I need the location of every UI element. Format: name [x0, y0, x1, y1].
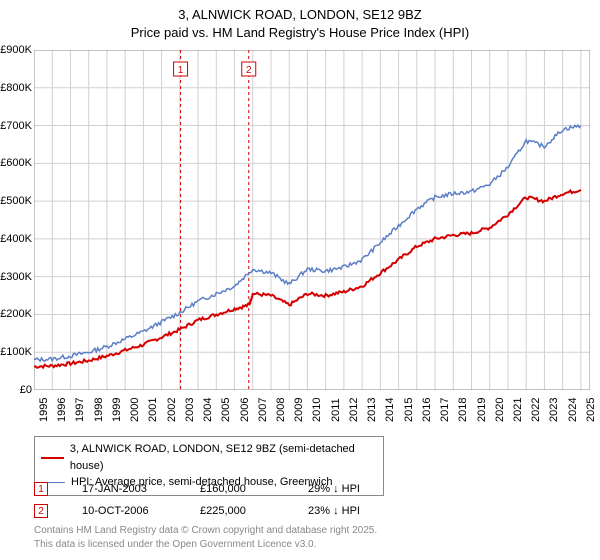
marker-price: £160,000 — [200, 483, 280, 495]
title-line-1: 3, ALNWICK ROAD, LONDON, SE12 9BZ — [0, 6, 600, 24]
y-axis-ticks: £0£100K£200K£300K£400K£500K£600K£700K£80… — [0, 50, 34, 390]
y-tick-label: £400K — [0, 233, 32, 245]
x-tick-label: 2016 — [421, 398, 433, 422]
x-tick-label: 2001 — [147, 398, 159, 422]
chart-title: 3, ALNWICK ROAD, LONDON, SE12 9BZ Price … — [0, 0, 600, 41]
svg-text:2: 2 — [246, 65, 252, 76]
legend-item-property: 3, ALNWICK ROAD, LONDON, SE12 9BZ (semi-… — [41, 441, 377, 474]
x-tick-label: 2023 — [548, 398, 560, 422]
legend-swatch-property — [41, 457, 64, 459]
x-tick-label: 2021 — [512, 398, 524, 422]
y-tick-label: £800K — [0, 82, 32, 94]
y-tick-label: £600K — [0, 157, 32, 169]
x-tick-label: 2010 — [311, 398, 323, 422]
x-tick-label: 2015 — [403, 398, 415, 422]
x-tick-label: 2012 — [348, 398, 360, 422]
marker-row: 2 10-OCT-2006 £225,000 23% ↓ HPI — [34, 500, 408, 522]
x-tick-label: 1995 — [38, 398, 50, 422]
footer-line-1: Contains HM Land Registry data © Crown c… — [34, 524, 377, 538]
x-tick-label: 2019 — [476, 398, 488, 422]
marker-date: 10-OCT-2006 — [82, 505, 172, 517]
y-tick-label: £700K — [0, 120, 32, 132]
x-tick-label: 2000 — [129, 398, 141, 422]
x-tick-label: 2003 — [184, 398, 196, 422]
x-tick-label: 1999 — [111, 398, 123, 422]
x-tick-label: 2009 — [293, 398, 305, 422]
x-tick-label: 2014 — [384, 398, 396, 422]
x-tick-label: 2020 — [494, 398, 506, 422]
svg-text:1: 1 — [178, 65, 184, 76]
x-axis-ticks: 1995 1996 1997 1998 1999 2000 2001 2002 2003 2004… — [34, 392, 590, 432]
footer-attribution: Contains HM Land Registry data © Crown c… — [34, 524, 377, 551]
y-tick-label: £200K — [0, 308, 32, 320]
marker-delta: 29% ↓ HPI — [308, 483, 408, 495]
y-tick-label: £300K — [0, 271, 32, 283]
y-tick-label: £100K — [0, 346, 32, 358]
footer-line-2: This data is licensed under the Open Gov… — [34, 538, 377, 552]
marker-index-box: 1 — [34, 482, 48, 496]
marker-date: 17-JAN-2003 — [82, 483, 172, 495]
x-tick-label: 2011 — [330, 398, 342, 422]
x-tick-label: 2018 — [457, 398, 469, 422]
x-tick-label: 2006 — [239, 398, 251, 422]
title-line-2: Price paid vs. HM Land Registry's House … — [0, 24, 600, 42]
x-tick-label: 2022 — [530, 398, 542, 422]
x-tick-label: 2008 — [275, 398, 287, 422]
marker-table: 1 17-JAN-2003 £160,000 29% ↓ HPI 2 10-OCT-200… — [34, 478, 408, 522]
x-tick-label: 1997 — [74, 398, 86, 422]
legend-label-property: 3, ALNWICK ROAD, LONDON, SE12 9BZ (semi-… — [70, 441, 377, 474]
x-tick-label: 2005 — [220, 398, 232, 422]
x-tick-label: 1998 — [93, 398, 105, 422]
marker-price: £225,000 — [200, 505, 280, 517]
marker-delta: 23% ↓ HPI — [308, 505, 408, 517]
y-tick-label: £900K — [0, 44, 32, 56]
marker-index-box: 2 — [34, 504, 48, 518]
x-tick-label: 1996 — [56, 398, 68, 422]
y-tick-label: £500K — [0, 195, 32, 207]
x-tick-label: 2024 — [567, 398, 579, 422]
x-tick-label: 2004 — [202, 398, 214, 422]
chart-plot-area: 12 — [34, 50, 590, 390]
y-tick-label: £0 — [20, 384, 32, 396]
x-tick-label: 2025 — [585, 398, 597, 422]
x-tick-label: 2002 — [166, 398, 178, 422]
x-tick-label: 2013 — [366, 398, 378, 422]
marker-row: 1 17-JAN-2003 £160,000 29% ↓ HPI — [34, 478, 408, 500]
x-tick-label: 2017 — [439, 398, 451, 422]
x-tick-label: 2007 — [257, 398, 269, 422]
